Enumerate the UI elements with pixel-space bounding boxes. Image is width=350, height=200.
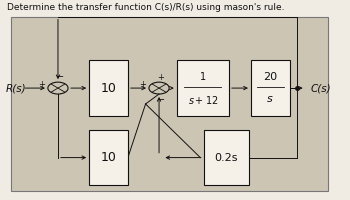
Text: 1: 1 bbox=[200, 72, 206, 82]
Bar bbox=[251, 60, 289, 116]
Text: +: + bbox=[139, 80, 146, 89]
Text: $s+12$: $s+12$ bbox=[188, 94, 218, 106]
Text: $s$: $s$ bbox=[266, 94, 274, 104]
Text: −: − bbox=[157, 95, 165, 105]
Text: +: + bbox=[157, 73, 164, 82]
Text: R(s): R(s) bbox=[6, 83, 26, 93]
Text: 10: 10 bbox=[100, 82, 117, 95]
Bar bbox=[89, 60, 128, 116]
Text: 10: 10 bbox=[100, 151, 117, 164]
Bar bbox=[204, 130, 249, 185]
Text: −: − bbox=[56, 72, 64, 82]
Text: Determine the transfer function C(s)/R(s) using mason's rule.: Determine the transfer function C(s)/R(s… bbox=[7, 3, 285, 12]
Text: 20: 20 bbox=[263, 72, 277, 82]
Bar bbox=[11, 17, 328, 191]
Bar bbox=[177, 60, 229, 116]
Text: C(s): C(s) bbox=[311, 83, 331, 93]
Bar bbox=[89, 130, 128, 185]
Text: +: + bbox=[38, 80, 45, 89]
Text: 0.2s: 0.2s bbox=[215, 153, 238, 163]
